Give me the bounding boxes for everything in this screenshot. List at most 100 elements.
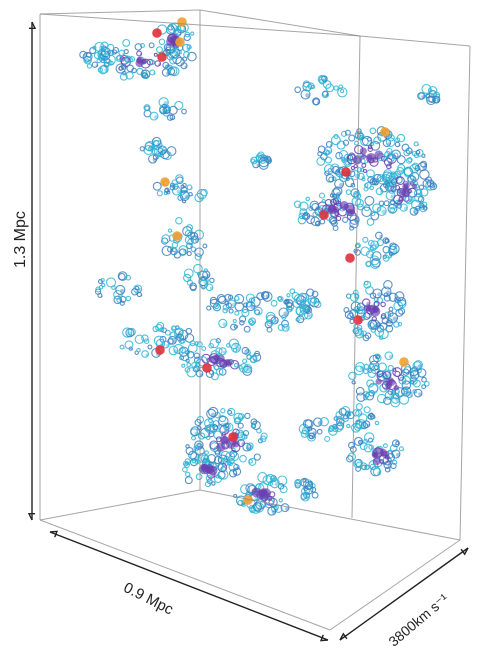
gas-blob <box>383 292 389 297</box>
gas-blob <box>240 484 250 495</box>
gas-blob <box>99 45 104 51</box>
gas-blob <box>232 318 237 324</box>
gas-blob <box>115 63 126 74</box>
gas-blob <box>230 323 237 331</box>
gas-blob <box>180 347 186 354</box>
gas-blob <box>362 236 369 243</box>
gas-blob <box>397 163 406 172</box>
gas-blob <box>140 43 145 48</box>
gas-blob <box>145 353 149 357</box>
gas-blob <box>429 183 435 188</box>
gas-blob <box>194 192 204 203</box>
gas-blob <box>167 49 178 60</box>
gas-blob <box>316 101 320 105</box>
gas-blob <box>366 218 375 226</box>
gas-blob <box>95 64 99 67</box>
cube-edge <box>199 9 361 37</box>
gas-blob <box>162 146 167 152</box>
gas-blob <box>137 288 142 292</box>
gas-blob <box>389 207 396 213</box>
gas-blob <box>186 242 193 250</box>
gas-blob <box>364 195 375 206</box>
gas-blob <box>306 288 315 297</box>
gas-blob <box>353 248 358 254</box>
gas-blob <box>398 144 401 147</box>
gas-blob <box>371 316 377 322</box>
gas-blob <box>413 388 423 398</box>
gas-blob <box>233 412 244 423</box>
gas-blob <box>190 235 200 244</box>
gas-blob <box>171 325 177 331</box>
gas-blob <box>170 117 174 120</box>
gas-blob <box>122 38 131 47</box>
gas-blob <box>349 219 359 229</box>
gas-blob <box>245 301 256 312</box>
gas-blob <box>335 215 342 222</box>
gas-blob <box>342 139 350 146</box>
gas-blob <box>333 85 339 91</box>
gas-blob <box>259 435 267 443</box>
gas-blob <box>418 392 422 396</box>
gas-blob <box>140 69 151 80</box>
gas-blob <box>406 391 413 399</box>
gas-blob <box>417 155 420 158</box>
gas-blob <box>303 305 307 309</box>
gas-blob <box>349 292 359 302</box>
gas-blob <box>209 286 214 290</box>
gas-blob <box>418 202 425 209</box>
gas-blob <box>393 245 397 249</box>
gas-blob <box>365 250 374 259</box>
gas-blob <box>205 435 211 441</box>
gas-blob <box>346 423 351 429</box>
gas-blob <box>207 270 209 273</box>
gas-blob <box>407 152 411 156</box>
gas-blob <box>204 481 212 488</box>
gas-blob <box>350 170 361 181</box>
gas-blob <box>328 425 335 432</box>
gas-blob <box>181 199 187 204</box>
gas-blob <box>396 133 406 143</box>
gas-blob <box>222 307 228 314</box>
gas-blob <box>398 187 401 190</box>
gas-blob <box>310 84 316 90</box>
gas-blob <box>403 166 414 177</box>
gas-blob <box>184 367 191 373</box>
gas-blob <box>285 506 289 511</box>
gas-blob <box>230 451 240 462</box>
gas-blob <box>316 428 323 435</box>
gas-blob <box>388 251 394 257</box>
gas-blob <box>233 362 239 368</box>
gas-blob <box>432 95 441 104</box>
gas-blob <box>380 313 387 319</box>
gas-blob <box>333 133 339 139</box>
gas-blob <box>237 422 244 429</box>
gas-blob <box>392 367 403 378</box>
gas-blob <box>180 62 188 70</box>
gas-blob <box>349 214 360 225</box>
gas-blob <box>392 254 395 256</box>
gas-blob <box>183 273 192 283</box>
gas-blob <box>227 299 237 309</box>
gas-blob <box>167 67 176 76</box>
gas-blob <box>266 314 277 325</box>
gas-blob <box>244 504 247 507</box>
gas-blob <box>379 190 384 194</box>
dense-core <box>267 496 273 502</box>
dense-core <box>136 57 143 64</box>
gas-blob <box>395 453 400 457</box>
gas-blob <box>388 354 393 359</box>
gas-blob <box>122 327 133 338</box>
gas-blob <box>227 407 236 417</box>
gas-blob <box>394 291 405 302</box>
gas-blob <box>262 291 273 302</box>
gas-blob <box>194 438 197 440</box>
gas-blob <box>142 72 149 79</box>
gas-blob <box>203 268 209 273</box>
gas-blob <box>237 466 240 470</box>
gas-blob <box>354 296 359 301</box>
gas-blob <box>180 52 183 55</box>
gas-blob <box>338 407 347 416</box>
gas-blob <box>115 55 123 62</box>
gas-blob <box>194 460 200 465</box>
